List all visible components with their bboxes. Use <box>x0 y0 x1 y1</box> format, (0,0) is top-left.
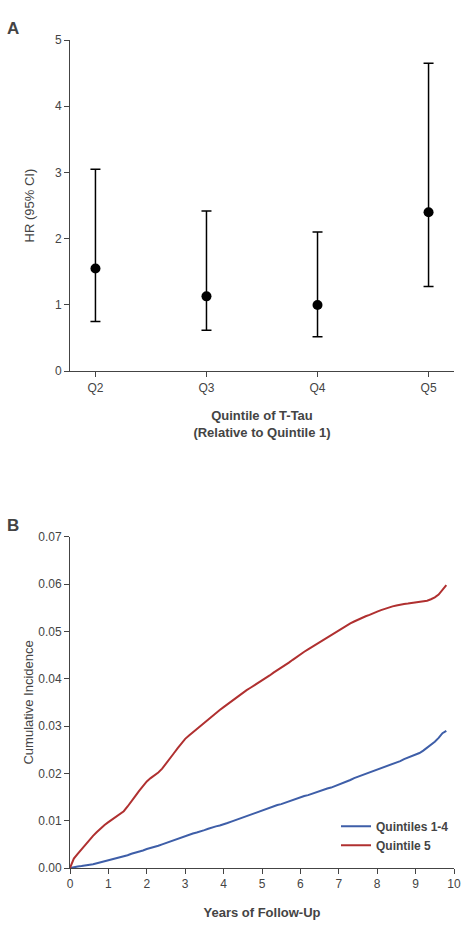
svg-text:1: 1 <box>55 298 62 312</box>
svg-text:0.01: 0.01 <box>38 814 62 828</box>
svg-text:3: 3 <box>182 877 189 891</box>
svg-text:0.06: 0.06 <box>38 577 62 591</box>
svg-text:Q5: Q5 <box>421 381 437 395</box>
svg-text:0.00: 0.00 <box>38 861 62 875</box>
svg-text:0: 0 <box>67 877 74 891</box>
svg-text:A: A <box>7 19 19 38</box>
svg-text:8: 8 <box>374 877 381 891</box>
svg-text:Q2: Q2 <box>87 381 103 395</box>
svg-text:4: 4 <box>55 99 62 113</box>
svg-text:0: 0 <box>55 364 62 378</box>
svg-text:5: 5 <box>55 33 62 47</box>
svg-text:2: 2 <box>143 877 150 891</box>
svg-text:0.05: 0.05 <box>38 625 62 639</box>
svg-text:0.02: 0.02 <box>38 767 62 781</box>
svg-text:0.03: 0.03 <box>38 719 62 733</box>
svg-text:B: B <box>7 516 19 535</box>
svg-text:Cumulative Incidence: Cumulative Incidence <box>21 640 36 764</box>
svg-text:1: 1 <box>105 877 112 891</box>
svg-text:Q4: Q4 <box>310 381 326 395</box>
svg-text:Quintile of T-Tau(Relative to: Quintile of T-Tau(Relative to Quintile 1… <box>193 408 330 440</box>
svg-text:HR (95% CI): HR (95% CI) <box>22 169 37 243</box>
svg-text:2: 2 <box>55 232 62 246</box>
svg-text:6: 6 <box>297 877 304 891</box>
svg-text:Quintiles 1-4: Quintiles 1-4 <box>376 820 448 834</box>
svg-text:10: 10 <box>447 877 461 891</box>
svg-text:Q3: Q3 <box>198 381 214 395</box>
svg-text:0.07: 0.07 <box>38 530 62 544</box>
svg-text:7: 7 <box>335 877 342 891</box>
svg-text:4: 4 <box>220 877 227 891</box>
svg-text:5: 5 <box>259 877 266 891</box>
svg-text:9: 9 <box>412 877 419 891</box>
svg-text:Quintile 5: Quintile 5 <box>376 839 431 853</box>
svg-text:0.04: 0.04 <box>38 672 62 686</box>
svg-text:3: 3 <box>55 166 62 180</box>
svg-text:Years of Follow-Up: Years of Follow-Up <box>203 905 320 920</box>
